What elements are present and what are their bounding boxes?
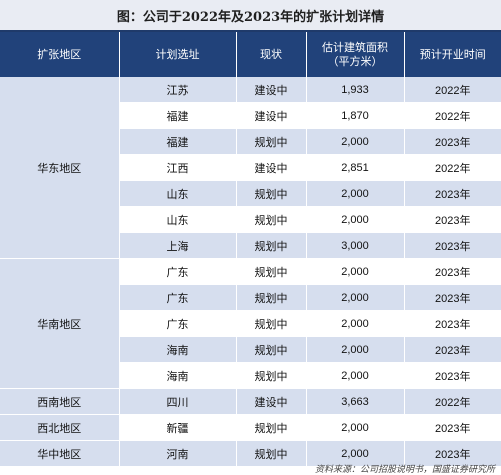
- table-row: 江西 建设中 2,851 2022年: [0, 154, 501, 181]
- area-cell: 1,933: [306, 77, 405, 103]
- table-title: 图：公司于2022年及2023年的扩张计划详情: [0, 0, 501, 30]
- site-cell: 江苏: [119, 77, 237, 103]
- table-row: 华南地区 广东 规划中 2,000 2023年: [0, 258, 501, 389]
- status-cell: 规划中: [236, 180, 307, 207]
- site-cell: 四川: [119, 388, 237, 415]
- site-cell: 山东: [119, 206, 237, 233]
- opening-year-cell: 2023年: [404, 206, 501, 233]
- region-cell: 西北地区: [0, 414, 120, 441]
- status-cell: 规划中: [236, 362, 307, 389]
- header-region: 扩张地区: [0, 32, 120, 77]
- status-cell: 规划中: [236, 284, 307, 311]
- area-cell: 2,000: [306, 258, 405, 285]
- status-cell: 规划中: [236, 258, 307, 285]
- area-cell: 2,000: [306, 180, 405, 207]
- opening-year-cell: 2023年: [404, 310, 501, 337]
- opening-year-cell: 2022年: [404, 102, 501, 129]
- status-cell: 规划中: [236, 232, 307, 259]
- area-cell: 2,000: [306, 362, 405, 389]
- expansion-table: 扩张地区 计划选址 现状 估计建筑面积 （平方米） 预计开业时间 华东地区 江苏建…: [0, 32, 501, 467]
- status-cell: 规划中: [236, 414, 307, 441]
- table-row: 海南 规划中 2,000 2023年: [0, 336, 501, 363]
- table-row: 山东 规划中 2,000 2023年: [0, 180, 501, 207]
- area-cell: 3,663: [306, 388, 405, 415]
- status-cell: 规划中: [236, 440, 307, 467]
- opening-year-cell: 2022年: [404, 77, 501, 103]
- table-row: 福建 建设中 1,870 2022年: [0, 102, 501, 129]
- site-cell: 海南: [119, 336, 237, 363]
- opening-year-cell: 2023年: [404, 128, 501, 155]
- opening-year-cell: 2023年: [404, 440, 501, 467]
- area-cell: 2,000: [306, 336, 405, 363]
- status-cell: 建设中: [236, 154, 307, 181]
- site-cell: 上海: [119, 232, 237, 259]
- opening-year-cell: 2023年: [404, 284, 501, 311]
- site-cell: 广东: [119, 284, 237, 311]
- site-cell: 福建: [119, 128, 237, 155]
- site-cell: 海南: [119, 362, 237, 389]
- table-row: 上海 规划中 3,000 2023年: [0, 232, 501, 259]
- table-row: 福建 规划中 2,000 2023年: [0, 128, 501, 155]
- area-cell: 2,851: [306, 154, 405, 181]
- header-site: 计划选址: [119, 32, 237, 77]
- status-cell: 规划中: [236, 206, 307, 233]
- opening-year-cell: 2023年: [404, 180, 501, 207]
- area-cell: 2,000: [306, 284, 405, 311]
- header-area: 估计建筑面积 （平方米）: [306, 32, 405, 77]
- region-cell: 西南地区: [0, 388, 120, 415]
- table-row: 山东 规划中 2,000 2023年: [0, 206, 501, 233]
- table-body: 华东地区 江苏 建设中 1,933 2022年 福建 建设中 1,870 2022年 福建 规划中 2…: [0, 77, 501, 467]
- table-header-row: 扩张地区 计划选址 现状 估计建筑面积 （平方米） 预计开业时间: [0, 32, 501, 77]
- area-cell: 3,000: [306, 232, 405, 259]
- header-opening-year: 预计开业时间: [404, 32, 501, 77]
- table-row: 广东 规划中 2,000 2023年: [0, 284, 501, 311]
- opening-year-cell: 2023年: [404, 336, 501, 363]
- header-status: 现状: [236, 32, 307, 77]
- table-row: 西北地区 新疆 规划中 2,000 2023年: [0, 414, 501, 441]
- opening-year-cell: 2023年: [404, 232, 501, 259]
- title-divider: [0, 30, 501, 32]
- site-cell: 新疆: [119, 414, 237, 441]
- opening-year-cell: 2023年: [404, 258, 501, 285]
- status-cell: 建设中: [236, 102, 307, 129]
- status-cell: 建设中: [236, 388, 307, 415]
- area-cell: 2,000: [306, 310, 405, 337]
- region-cell: 华南地区: [0, 258, 120, 389]
- region-cell: 华东地区: [0, 77, 120, 259]
- status-cell: 建设中: [236, 77, 307, 103]
- site-cell: 福建: [119, 102, 237, 129]
- opening-year-cell: 2022年: [404, 388, 501, 415]
- source-note: 资料来源：公司招股说明书，国盛证券研究所: [314, 465, 495, 475]
- table-row: 海南 规划中 2,000 2023年: [0, 362, 501, 389]
- site-cell: 山东: [119, 180, 237, 207]
- opening-year-cell: 2022年: [404, 154, 501, 181]
- table-row: 华东地区 江苏 建设中 1,933 2022年: [0, 77, 501, 259]
- area-cell: 2,000: [306, 414, 405, 441]
- status-cell: 规划中: [236, 128, 307, 155]
- area-cell: 1,870: [306, 102, 405, 129]
- table-row: 广东 规划中 2,000 2023年: [0, 310, 501, 337]
- site-cell: 江西: [119, 154, 237, 181]
- status-cell: 规划中: [236, 336, 307, 363]
- area-cell: 2,000: [306, 440, 405, 467]
- site-cell: 广东: [119, 310, 237, 337]
- site-cell: 河南: [119, 440, 237, 467]
- table-row: 华中地区 河南 规划中 2,000 2023年: [0, 440, 501, 467]
- opening-year-cell: 2023年: [404, 362, 501, 389]
- table-row: 西南地区 四川 建设中 3,663 2022年: [0, 388, 501, 415]
- area-cell: 2,000: [306, 128, 405, 155]
- site-cell: 广东: [119, 258, 237, 285]
- opening-year-cell: 2023年: [404, 414, 501, 441]
- region-cell: 华中地区: [0, 440, 120, 467]
- status-cell: 规划中: [236, 310, 307, 337]
- area-cell: 2,000: [306, 206, 405, 233]
